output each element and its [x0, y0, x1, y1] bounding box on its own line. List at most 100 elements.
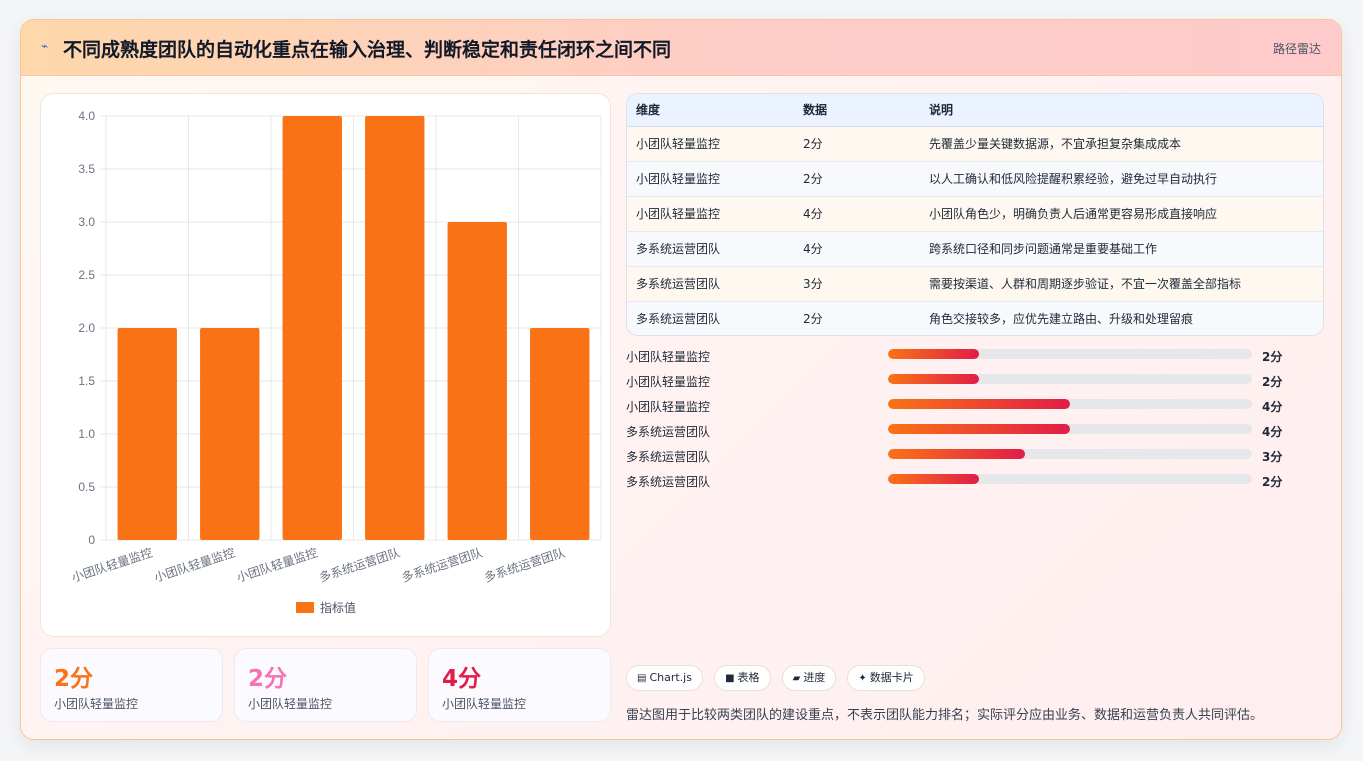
table-row: 小团队轻量监控 4分 小团队角色少，明确负责人后通常更容易形成直接响应	[627, 196, 1323, 232]
x-tick-label: 小团队轻量监控	[235, 545, 320, 585]
table-row: 多系统运营团队 4分 跨系统口径和同步问题通常是重要基础工作	[627, 231, 1323, 267]
progress-fill	[888, 349, 979, 359]
y-tick-label: 2.0	[78, 321, 95, 335]
bar	[200, 328, 260, 540]
bar-chart-panel: 0 0.5 1.0 1.5 2.0 2.5 3.0 3.5 4.0 小团队轻量监控 小团队轻量监控小…	[40, 93, 611, 637]
progress-fill	[888, 424, 1070, 434]
table-row: 小团队轻量监控 2分 先覆盖少量关键数据源，不宜承担复杂集成成本	[627, 126, 1323, 162]
chip-chartjs[interactable]: ▤ Chart.js	[626, 665, 703, 691]
progress-value: 2分	[1262, 475, 1283, 489]
table-cell: 多系统运营团队	[627, 231, 794, 267]
stat-label: 小团队轻量监控	[248, 697, 333, 711]
dashboard-card: ⌁ 不同成熟度团队的自动化重点在输入治理、判断稳定和责任闭环之间不同 路径雷达 …	[20, 19, 1342, 740]
progress-fill	[888, 374, 979, 384]
table-cell: 跨系统口径和同步问题通常是重要基础工作	[920, 231, 1323, 267]
table-row: 多系统运营团队 2分 角色交接较多，应优先建立路由、升级和处理留痕	[627, 301, 1323, 335]
progress-label: 小团队轻量监控	[626, 375, 711, 389]
table-cell: 4分	[794, 196, 920, 232]
progress-row: 多系统运营团队 4分	[626, 421, 1326, 446]
legend-swatch	[296, 602, 314, 613]
data-table-panel: 维度 数据 说明 小团队轻量监控 2分 先覆盖少量关键数据源，不宜承担复杂集成成…	[626, 93, 1324, 336]
y-tick-label: 2.5	[78, 268, 95, 282]
stat-label: 小团队轻量监控	[54, 697, 139, 711]
table-cell: 角色交接较多，应优先建立路由、升级和处理留痕	[920, 301, 1323, 335]
chip-label: 数据卡片	[869, 671, 914, 684]
stat-value: 2分	[54, 666, 94, 692]
y-tick-label: 4.0	[78, 109, 95, 123]
bar	[447, 222, 507, 540]
sparkle-icon: ✦	[858, 673, 867, 684]
x-tick-label: 小团队轻量监控	[70, 545, 155, 585]
column-header: 数据	[794, 94, 920, 127]
stat-card: 2分 小团队轻量监控	[40, 648, 223, 722]
table-row: 小团队轻量监控 2分 以人工确认和低风险提醒积累经验，避免过早自动执行	[627, 161, 1323, 197]
progress-row: 多系统运营团队 2分	[626, 471, 1326, 496]
progress-value: 2分	[1262, 350, 1283, 364]
table-cell: 先覆盖少量关键数据源，不宜承担复杂集成成本	[920, 126, 1323, 162]
progress-row: 多系统运营团队 3分	[626, 446, 1326, 471]
progress-value: 3分	[1262, 450, 1283, 464]
y-tick-label: 0.5	[78, 480, 95, 494]
legend-label: 指标值	[320, 600, 356, 615]
chip-table[interactable]: ■ 表格	[714, 665, 771, 691]
progress-label: 小团队轻量监控	[626, 350, 711, 364]
progress-value: 4分	[1262, 425, 1283, 439]
progress-value: 2分	[1262, 375, 1283, 389]
table-header-row: 维度 数据 说明	[627, 94, 1323, 127]
progress-track	[888, 349, 1252, 359]
y-tick-label: 3.0	[78, 215, 95, 229]
chip-label: 进度	[803, 671, 826, 684]
progress-row: 小团队轻量监控 4分	[626, 396, 1326, 421]
bar	[365, 116, 425, 540]
progress-label: 多系统运营团队	[626, 475, 711, 489]
y-tick-label: 1.5	[78, 374, 95, 388]
footnote: 雷达图用于比较两类团队的建设重点，不表示团队能力排名；实际评分应由业务、数据和运…	[626, 708, 1264, 723]
chip-label: 表格	[737, 671, 760, 684]
progress-track	[888, 374, 1252, 384]
progress-track	[888, 424, 1252, 434]
table-cell: 小团队轻量监控	[627, 196, 794, 232]
progress-fill	[888, 449, 1025, 459]
page-title: 不同成熟度团队的自动化重点在输入治理、判断稳定和责任闭环之间不同	[63, 39, 672, 61]
table-cell: 小团队角色少，明确负责人后通常更容易形成直接响应	[920, 196, 1323, 232]
progress-row: 小团队轻量监控 2分	[626, 371, 1326, 396]
table-cell: 多系统运营团队	[627, 266, 794, 302]
progress-track	[888, 399, 1252, 409]
stat-card: 4分 小团队轻量监控	[428, 648, 611, 722]
chart-icon: ▤	[637, 673, 647, 684]
y-tick-label: 0	[88, 533, 95, 547]
x-tick-label: 多系统运营团队	[482, 545, 567, 585]
progress-value: 4分	[1262, 400, 1283, 414]
progress-track	[888, 474, 1252, 484]
stat-value: 2分	[248, 666, 288, 692]
table-cell: 需要按渠道、人群和周期逐步验证，不宜一次覆盖全部指标	[920, 266, 1323, 302]
stat-label: 小团队轻量监控	[442, 697, 527, 711]
chip-progress[interactable]: ▰ 进度	[781, 665, 837, 691]
stat-value: 4分	[442, 666, 482, 692]
x-tick-label: 小团队轻量监控	[152, 545, 237, 585]
table-cell: 4分	[794, 231, 920, 267]
lightning-icon: ⌁	[41, 39, 49, 53]
progress-label: 多系统运营团队	[626, 425, 711, 439]
progress-row: 小团队轻量监控 2分	[626, 346, 1326, 371]
bar	[117, 328, 177, 540]
x-tick-label: 多系统运营团队	[400, 545, 485, 585]
y-tick-label: 3.5	[78, 162, 95, 176]
table-cell: 小团队轻量监控	[627, 126, 794, 162]
progress-icon: ▰	[792, 673, 801, 684]
header-tag: 路径雷达	[1272, 42, 1321, 56]
table-cell: 2分	[794, 126, 920, 162]
header-bar: ⌁ 不同成熟度团队的自动化重点在输入治理、判断稳定和责任闭环之间不同 路径雷达	[21, 20, 1341, 76]
table-cell: 2分	[794, 161, 920, 197]
chip-label: Chart.js	[649, 671, 692, 684]
bar	[282, 116, 342, 540]
library-chips: ▤ Chart.js ■ 表格 ▰ 进度 ✦ 数据卡片	[626, 665, 931, 691]
table-cell: 2分	[794, 301, 920, 335]
stat-card: 2分 小团队轻量监控	[234, 648, 417, 722]
table-row: 多系统运营团队 3分 需要按渠道、人群和周期逐步验证，不宜一次覆盖全部指标	[627, 266, 1323, 302]
chip-data-cards[interactable]: ✦ 数据卡片	[847, 665, 925, 691]
table-cell: 3分	[794, 266, 920, 302]
column-header: 维度	[627, 94, 794, 127]
progress-track	[888, 449, 1252, 459]
progress-fill	[888, 399, 1070, 409]
